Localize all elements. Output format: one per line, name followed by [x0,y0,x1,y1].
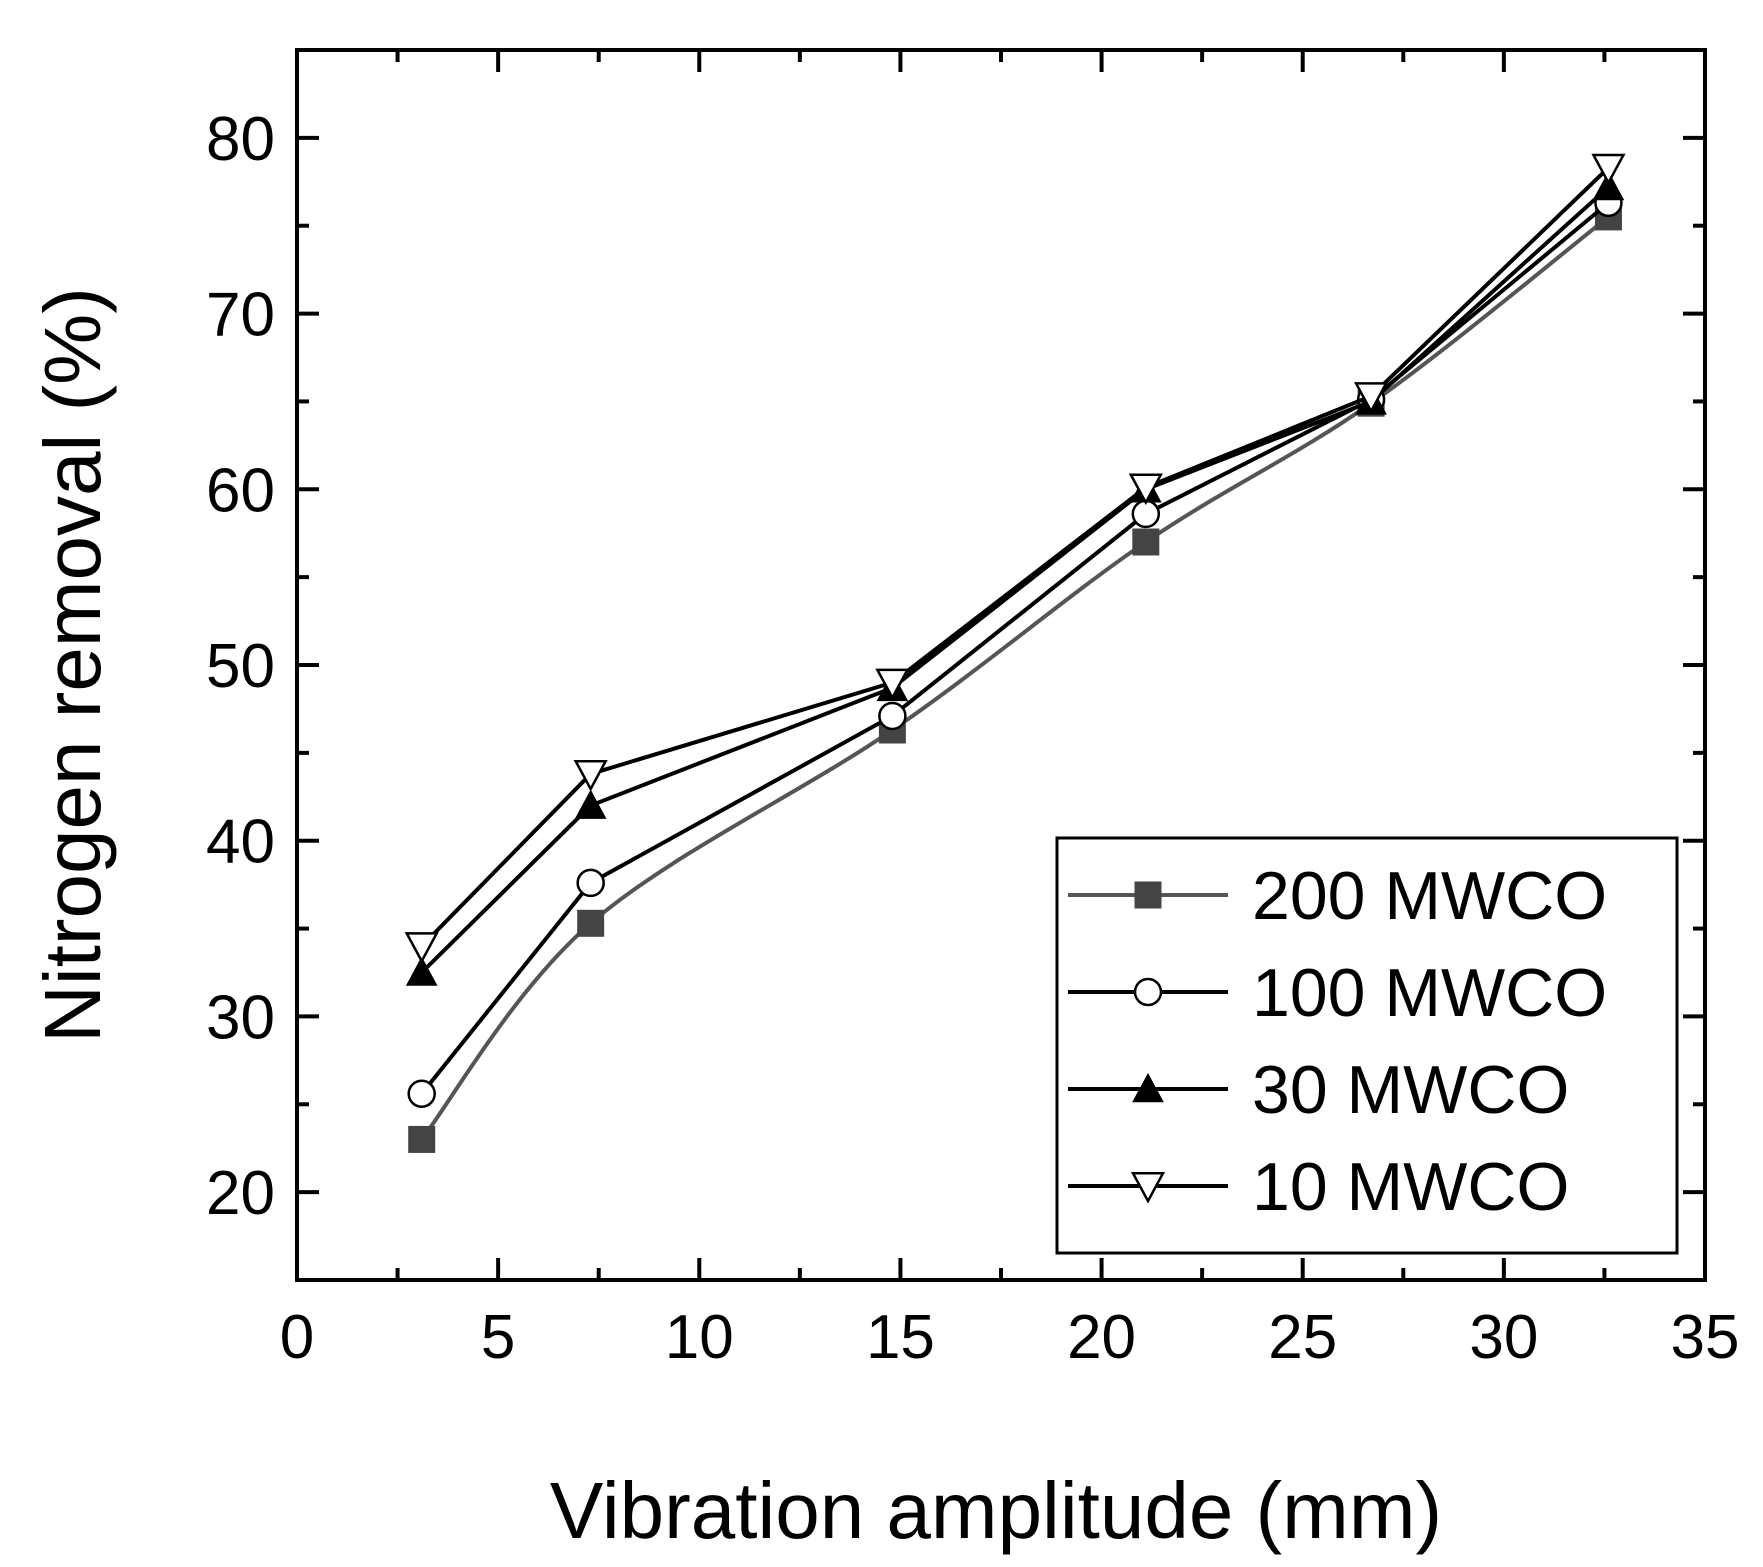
legend-item-30-mwco: 30 MWCO [1068,1052,1569,1128]
data-point-30-mwco [405,956,438,986]
x-tick-label: 35 [1671,1303,1740,1372]
y-tick-label: 20 [206,1159,275,1228]
y-tick-label: 40 [206,808,275,877]
x-tick-label: 5 [481,1303,515,1372]
x-axis-title: Vibration amplitude (mm) [550,1466,1442,1555]
x-tick-label: 20 [1067,1303,1136,1372]
data-point-10-mwco [573,759,608,792]
y-tick-label: 80 [206,105,275,174]
y-tick-label: 60 [206,456,275,525]
x-tick-label: 10 [665,1303,734,1372]
data-point-30-mwco [574,789,607,819]
x-tick-label: 25 [1268,1303,1337,1372]
y-tick-label: 50 [206,632,275,701]
series-layer [404,153,1626,1153]
legend-item-100-mwco: 100 MWCO [1068,955,1607,1031]
series-line-10-mwco [420,166,1610,948]
legend: 200 MWCO 100 MWCO 30 MWCO 10 MWCO [1055,836,1679,1255]
x-tick-label: 15 [866,1303,935,1372]
series-line-30-mwco [420,185,1610,974]
data-point-10-mwco [875,668,910,701]
data-point-10-mwco [1354,382,1389,414]
data-point-100-mwco [878,701,907,731]
data-point-100-mwco [407,1079,436,1108]
y-tick-label: 30 [206,983,275,1052]
legend-label-100-mwco: 100 MWCO [1252,955,1607,1031]
legend-item-10-mwco: 10 MWCO [1068,1149,1569,1225]
data-point-10-mwco [1591,153,1626,186]
legend-marker-30-mwco [1132,1072,1164,1103]
data-point-100-mwco [576,868,605,898]
series-10-mwco [404,153,1626,964]
data-point-30-mwco [1592,171,1625,201]
legend-label-30-mwco: 30 MWCO [1252,1052,1569,1128]
data-point-10-mwco [404,932,439,964]
legend-item-200-mwco: 200 MWCO [1068,858,1607,934]
legend-marker-100-mwco [1133,977,1163,1007]
legend-marker-200-mwco [1134,881,1162,909]
x-tick-label: 0 [280,1303,314,1372]
legend-label-200-mwco: 200 MWCO [1252,858,1607,934]
legend-marker-10-mwco [1130,1172,1166,1204]
data-point-200-mwco [577,909,605,937]
ticks-layer: 0 5 10 15 20 25 30 35 20 30 40 50 60 70 80 [206,48,1740,1372]
y-tick-label: 70 [206,281,275,350]
x-tick-label: 30 [1469,1303,1538,1372]
data-point-200-mwco [1132,528,1160,556]
data-point-200-mwco [408,1125,436,1153]
plot-frame [295,48,1707,1282]
legend-label-10-mwco: 10 MWCO [1252,1149,1569,1225]
y-axis-title: Nitrogen removal (%) [28,287,117,1043]
series-line-200-mwco [420,215,1610,1141]
data-point-10-mwco [1128,473,1163,506]
